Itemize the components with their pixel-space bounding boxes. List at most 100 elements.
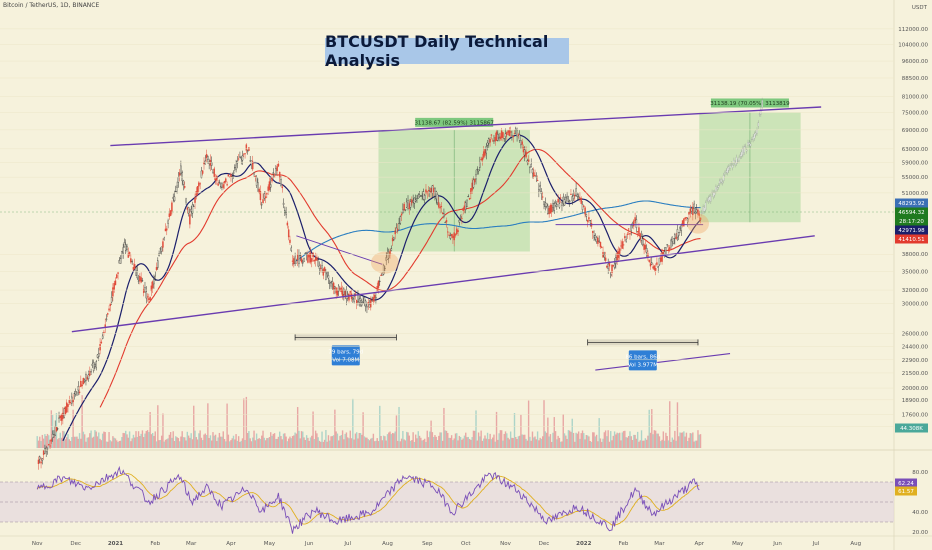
volume-bar <box>195 437 198 448</box>
candle-body <box>566 196 568 199</box>
volume-bar <box>508 439 511 448</box>
volume-bar <box>604 430 607 448</box>
volume-bar <box>385 440 387 448</box>
candle-body <box>275 168 277 175</box>
volume-bar <box>312 411 314 448</box>
candle-body <box>402 209 404 214</box>
projection-body <box>730 163 733 165</box>
candle-body <box>602 252 604 258</box>
candle-body <box>588 217 590 220</box>
candle-body <box>300 258 303 263</box>
candle-body <box>264 196 267 199</box>
time-tick-label: Nov <box>32 541 43 547</box>
candle-body <box>536 179 539 181</box>
candle-body <box>98 353 100 357</box>
volume-bar <box>687 440 689 448</box>
candle-body <box>466 200 468 207</box>
candle-body <box>144 287 146 291</box>
volume-bar <box>78 433 81 448</box>
candle-body <box>488 138 490 144</box>
volume-bar <box>389 431 391 448</box>
candle-body <box>418 194 421 197</box>
volume-bar <box>466 437 468 448</box>
candle-body <box>498 137 500 139</box>
volume-bar <box>506 433 508 448</box>
candle-body <box>193 205 195 207</box>
candle-body <box>639 233 641 239</box>
candle-body <box>385 257 387 261</box>
candle-body <box>493 140 495 142</box>
candle-body <box>280 179 282 186</box>
candle-body <box>167 220 169 224</box>
candle-body <box>320 268 322 270</box>
candle-body <box>145 291 147 299</box>
candle-body <box>49 445 51 447</box>
volume-bar <box>574 441 576 448</box>
volume-bar <box>87 437 90 448</box>
candle-body <box>148 298 150 300</box>
candle-body <box>584 207 586 215</box>
candle-body <box>51 433 54 438</box>
candle-body <box>676 229 679 238</box>
candle-body <box>250 160 253 165</box>
volume-bar <box>422 439 425 448</box>
volume-bar <box>257 439 259 448</box>
candle-body <box>160 246 163 252</box>
volume-bar <box>552 432 554 448</box>
candle-body <box>444 222 446 224</box>
candle-body <box>497 134 499 141</box>
volume-bar <box>290 438 292 448</box>
volume-bar <box>175 436 177 448</box>
candle-body <box>615 257 617 264</box>
volume-bar <box>545 432 548 448</box>
volume-bar <box>345 432 348 448</box>
projection-body <box>748 142 751 145</box>
candle-body <box>477 169 480 172</box>
volume-bar <box>213 435 215 448</box>
volume-bar <box>90 430 92 448</box>
volume-bar <box>130 441 132 448</box>
volume-bar <box>258 438 260 448</box>
projection-body <box>756 129 758 134</box>
candle-body <box>219 186 222 189</box>
volume-bar <box>107 441 109 448</box>
candle-body <box>181 172 183 182</box>
volume-bar <box>584 439 586 448</box>
volume-bar <box>639 440 641 448</box>
candle-body <box>372 297 375 302</box>
candle-body <box>579 197 581 200</box>
volume-bar <box>303 437 305 448</box>
candle-body <box>199 183 201 185</box>
volume-bar <box>67 434 69 448</box>
projection-body <box>713 192 716 196</box>
candle-body <box>526 160 529 163</box>
candle-body <box>125 244 127 251</box>
volume-bar <box>268 437 271 448</box>
candle-body <box>432 188 435 194</box>
volume-bar <box>603 432 606 448</box>
volume-bar <box>461 439 463 448</box>
volume-bar <box>241 438 244 448</box>
candle-body <box>667 248 670 250</box>
volume-bar <box>173 440 176 448</box>
candle-body <box>231 176 233 178</box>
volume-bar <box>264 440 267 448</box>
candle-body <box>547 205 549 214</box>
candle-body <box>194 197 196 203</box>
candle-body <box>636 231 639 233</box>
volume-bar <box>658 436 661 448</box>
projection-body <box>757 122 760 127</box>
candle-body <box>417 194 419 199</box>
projection-body <box>760 109 762 115</box>
volume-bar <box>214 434 217 448</box>
volume-bar <box>597 441 599 448</box>
volume-bar <box>316 433 318 448</box>
moving-averages <box>62 134 701 442</box>
volume-bar <box>68 439 70 448</box>
volume-bar <box>386 434 389 448</box>
volume-bar <box>203 434 205 448</box>
time-tick-label: Jun <box>304 541 314 547</box>
volume-bar <box>85 441 87 448</box>
volume-bar <box>529 436 531 448</box>
